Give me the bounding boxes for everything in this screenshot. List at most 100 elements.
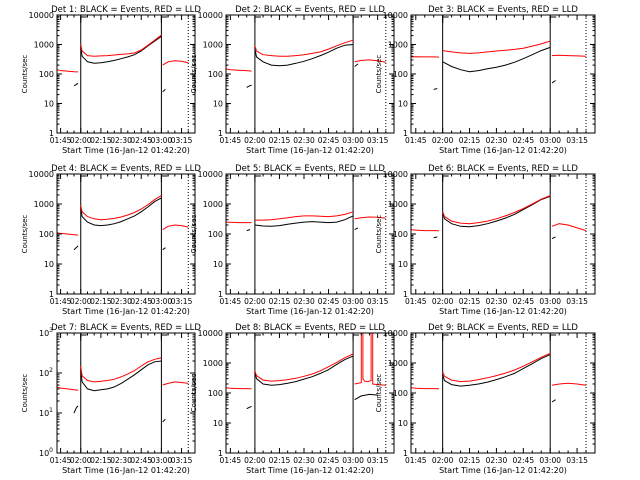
x-tick-label: 03:00 bbox=[151, 456, 173, 465]
x-tick-label: 02:00 bbox=[432, 297, 454, 306]
series-lld-line bbox=[254, 39, 354, 57]
panel-title: Det 7: BLACK = Events, RED = LLD bbox=[51, 323, 201, 333]
x-axis-label: Start Time (16-Jan-12 01:42:20) bbox=[246, 146, 374, 155]
y-tick-label: 1 bbox=[218, 129, 223, 138]
series-events-line bbox=[80, 197, 162, 227]
interval-marker bbox=[160, 16, 168, 23]
x-tick-label: 03:00 bbox=[539, 297, 561, 306]
x-axis-label: Start Time (16-Jan-12 01:42:20) bbox=[62, 146, 190, 155]
x-tick-label: 03:15 bbox=[171, 136, 193, 145]
series-lld-line bbox=[551, 382, 587, 386]
x-tick-label: 01:45 bbox=[50, 297, 72, 306]
series-group bbox=[226, 211, 386, 232]
series-lld-line bbox=[442, 40, 551, 54]
series-events-line bbox=[354, 63, 359, 67]
y-tick-label: 10 bbox=[44, 260, 54, 269]
x-axis-label: Start Time (16-Jan-12 01:42:20) bbox=[439, 466, 567, 475]
y-tick-label: 100 bbox=[208, 230, 223, 239]
x-axis-label: Start Time (16-Jan-12 01:42:20) bbox=[439, 307, 567, 316]
x-tick-label: 01:45 bbox=[220, 456, 242, 465]
x-tick-label: 03:00 bbox=[539, 136, 561, 145]
series-events-line bbox=[442, 354, 551, 387]
y-tick-label: 1000 bbox=[203, 41, 223, 50]
interval-marker bbox=[352, 334, 360, 341]
plot-frame bbox=[410, 14, 596, 134]
x-tick-label: 02:45 bbox=[318, 456, 340, 465]
series-lld-line bbox=[226, 387, 252, 390]
x-tick-label: 02:15 bbox=[269, 297, 291, 306]
y-tick-label: 10 bbox=[398, 100, 408, 109]
x-tick-label: 03:00 bbox=[342, 297, 364, 306]
panel-det-1: 1 10 100 1000 10000 01:4502:0002:1502:3002:45… bbox=[21, 5, 201, 155]
y-tick-label: 1 bbox=[403, 449, 408, 458]
y-tick-label: 1000 bbox=[203, 359, 223, 368]
interval-marker bbox=[160, 334, 168, 341]
x-tick-label: 02:30 bbox=[293, 297, 315, 306]
x-tick-label: 02:30 bbox=[486, 136, 508, 145]
x-tick-label: 02:15 bbox=[269, 456, 291, 465]
y-tick-label: 1 bbox=[49, 290, 54, 299]
y-tick-label: 100 bbox=[393, 70, 408, 79]
series-lld-line bbox=[162, 224, 189, 231]
plot-frame bbox=[410, 173, 596, 295]
x-tick-label: 02:45 bbox=[512, 456, 534, 465]
plot-frame bbox=[56, 332, 196, 454]
interval-marker bbox=[549, 175, 557, 182]
y-tick-label: 10000 bbox=[29, 170, 54, 179]
series-events-line bbox=[442, 46, 551, 73]
x-tick-label: 02:45 bbox=[130, 297, 152, 306]
interval-marker bbox=[442, 16, 449, 23]
y-tick-label: 101 bbox=[39, 407, 53, 418]
x-tick-label: 02:00 bbox=[244, 136, 266, 145]
interval-marker bbox=[352, 175, 360, 182]
y-tick-label: 100 bbox=[393, 389, 408, 398]
x-tick-label: 02:15 bbox=[459, 456, 481, 465]
plot-frame bbox=[225, 14, 395, 134]
y-axis-label: Counts/sec bbox=[21, 374, 29, 413]
x-tick-label: 02:00 bbox=[70, 136, 92, 145]
x-tick-label: 03:15 bbox=[171, 297, 193, 306]
series-lld-line bbox=[162, 60, 189, 66]
x-tick-label: 03:00 bbox=[151, 297, 173, 306]
x-tick-label: 03:00 bbox=[342, 136, 364, 145]
x-tick-label: 02:15 bbox=[90, 456, 112, 465]
interval-marker bbox=[160, 175, 168, 182]
x-tick-label: 02:45 bbox=[130, 456, 152, 465]
y-tick-label: 10 bbox=[213, 100, 223, 109]
series-lld-line bbox=[80, 34, 162, 57]
series-events-line bbox=[551, 236, 556, 240]
x-axis-label: Start Time (16-Jan-12 01:42:20) bbox=[439, 146, 567, 155]
panel-title: Det 6: BLACK = Events, RED = LLD bbox=[428, 164, 578, 174]
series-group bbox=[411, 352, 587, 403]
series-events-line bbox=[442, 195, 551, 228]
y-tick-label: 1000 bbox=[388, 41, 408, 50]
y-tick-label: 102 bbox=[39, 367, 53, 378]
series-events-line bbox=[162, 247, 166, 251]
y-tick-label: 1000 bbox=[34, 41, 54, 50]
x-tick-label: 02:30 bbox=[486, 297, 508, 306]
y-tick-label: 1000 bbox=[34, 200, 54, 209]
x-tick-label: 02:30 bbox=[110, 136, 132, 145]
series-group bbox=[226, 39, 386, 88]
series-group bbox=[57, 195, 189, 251]
series-events-line bbox=[551, 80, 556, 84]
series-lld-line bbox=[254, 353, 354, 382]
x-tick-label: 02:15 bbox=[459, 136, 481, 145]
x-tick-label: 03:15 bbox=[171, 456, 193, 465]
series-events-line bbox=[73, 405, 79, 414]
x-tick-label: 03:00 bbox=[151, 136, 173, 145]
x-tick-label: 02:00 bbox=[70, 456, 92, 465]
y-tick-label: 10000 bbox=[383, 170, 408, 179]
y-tick-label: 10 bbox=[213, 260, 223, 269]
y-tick-label: 10000 bbox=[198, 11, 223, 20]
x-tick-label: 01:45 bbox=[220, 297, 242, 306]
x-tick-label: 01:45 bbox=[405, 456, 427, 465]
plot-frame bbox=[56, 14, 196, 134]
interval-marker bbox=[442, 175, 449, 182]
x-axis-label: Start Time (16-Jan-12 01:42:20) bbox=[246, 307, 374, 316]
x-axis-label: Start Time (16-Jan-12 01:42:20) bbox=[62, 466, 190, 475]
interval-marker bbox=[352, 16, 360, 23]
y-tick-label: 10000 bbox=[383, 11, 408, 20]
interval-marker bbox=[442, 334, 449, 341]
plot-frame bbox=[56, 173, 196, 295]
